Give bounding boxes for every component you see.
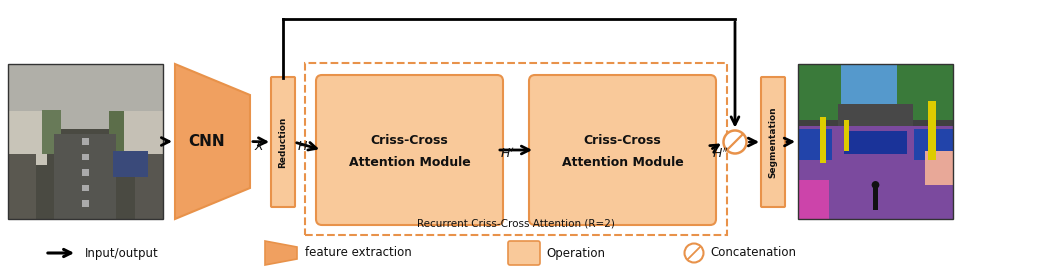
Bar [8,129,163,219]
Text: Operation: Operation [546,247,605,260]
Bar [55,134,116,219]
Text: Attention Module: Attention Module [349,156,470,169]
Text: Criss-Cross: Criss-Cross [371,134,448,147]
Bar [798,64,953,219]
Bar [894,64,953,123]
Bar [928,101,936,160]
FancyBboxPatch shape [271,77,295,207]
Text: Input/output: Input/output [85,247,159,260]
Bar [798,129,832,160]
Bar [113,151,147,177]
Bar [109,111,125,157]
Text: Concatenation: Concatenation [710,247,796,260]
Bar [798,64,953,219]
Text: Recurrent Criss-Cross Attention (R=2): Recurrent Criss-Cross Attention (R=2) [417,219,614,229]
Bar [845,131,906,154]
Bar [798,64,845,123]
Circle shape [723,131,746,153]
Bar [845,120,849,151]
Text: $H$: $H$ [297,140,308,153]
Text: Segmentation: Segmentation [768,106,777,178]
Text: Criss-Cross: Criss-Cross [583,134,661,147]
Bar [82,200,88,207]
FancyBboxPatch shape [761,77,785,207]
Text: CNN: CNN [188,134,225,149]
FancyBboxPatch shape [508,241,540,265]
Bar [305,63,727,235]
Text: $X$: $X$ [254,140,266,153]
Bar [914,129,953,160]
Text: $H'$: $H'$ [500,147,515,161]
Circle shape [684,244,704,263]
Bar [839,104,912,126]
Text: feature extraction: feature extraction [305,247,412,260]
Bar [873,183,878,210]
Bar [82,154,88,160]
Bar [925,151,953,185]
Text: Reduction: Reduction [278,116,288,168]
Bar [8,64,163,134]
Bar [798,126,953,219]
Text: Attention Module: Attention Module [562,156,683,169]
Bar [8,154,36,219]
Polygon shape [175,64,250,219]
Bar [119,111,163,160]
FancyBboxPatch shape [316,75,503,225]
Bar [798,120,953,132]
Bar [43,111,60,154]
Bar [82,138,88,145]
Bar [82,169,88,176]
Text: $H''$: $H''$ [712,147,729,161]
Circle shape [872,181,879,189]
Bar [842,64,897,107]
Bar [8,111,47,165]
Bar [135,154,163,219]
FancyBboxPatch shape [529,75,716,225]
Bar [820,117,826,163]
Bar [8,64,163,219]
Bar [82,185,88,191]
Bar [798,180,829,219]
Polygon shape [265,241,297,265]
